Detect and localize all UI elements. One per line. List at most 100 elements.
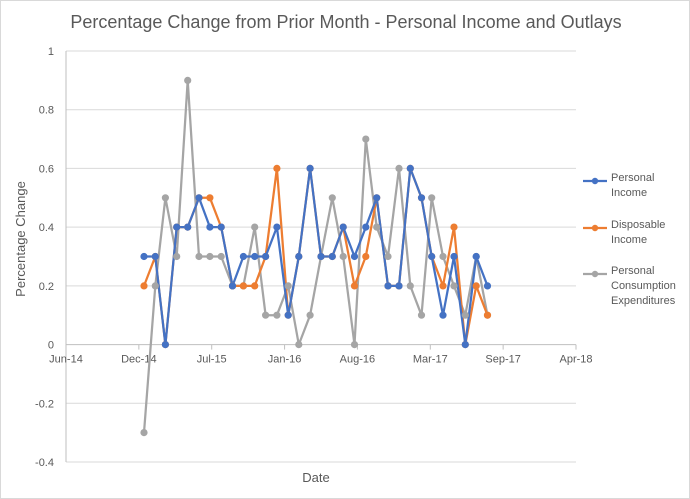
data-point (439, 252, 447, 261)
data-point (273, 311, 281, 319)
data-point (384, 252, 392, 261)
data-point (395, 164, 403, 172)
x-tick-label: Jun-14 (49, 354, 83, 366)
data-point (239, 282, 247, 290)
data-point (450, 223, 458, 231)
data-point (295, 340, 303, 349)
data-point (173, 252, 181, 261)
data-point (461, 340, 469, 349)
y-tick-label: -0.2 (35, 398, 54, 410)
data-point (384, 282, 392, 290)
data-point (140, 428, 148, 437)
data-point (328, 252, 336, 261)
data-point (362, 135, 370, 143)
data-point (251, 252, 259, 261)
data-point (161, 340, 169, 349)
data-point (295, 252, 303, 261)
legend-item: Personal Consumption Expenditures (583, 265, 676, 307)
data-point (417, 194, 426, 202)
x-tick-label: Mar-17 (413, 354, 448, 366)
data-point (261, 252, 270, 261)
data-point (151, 282, 159, 290)
data-point (428, 252, 436, 261)
legend: Personal Income Disposable Income Personal Co… (583, 172, 676, 307)
data-point (228, 282, 237, 290)
data-point (461, 311, 469, 319)
data-point (406, 282, 414, 290)
data-point (362, 252, 370, 261)
series-markers (140, 76, 492, 437)
data-point (151, 252, 159, 261)
data-point (195, 194, 203, 202)
data-point (373, 223, 381, 231)
x-axis-tick-labels: Jun-14 Dec-14 Jul-15 Jan-16 Aug-16 Mar-17 Sep-… (49, 354, 592, 366)
data-point (161, 194, 169, 202)
legend-label: Income (611, 187, 647, 199)
legend-label: Personal (611, 265, 654, 277)
x-tick-label: Dec-14 (121, 354, 156, 366)
x-axis-title: Date (302, 470, 329, 485)
y-axis-title: Percentage Change (13, 181, 28, 297)
data-point (472, 282, 480, 290)
y-tick-label: 1 (48, 46, 54, 58)
legend-item: Disposable Income (583, 219, 665, 246)
data-point (251, 223, 259, 231)
data-point (251, 282, 259, 290)
y-tick-label: 0.8 (39, 105, 54, 117)
x-tick-label: Sep-17 (485, 354, 520, 366)
data-point (373, 194, 381, 202)
data-point (450, 252, 458, 261)
y-tick-label: 0.4 (39, 222, 54, 234)
series-line (144, 167, 489, 346)
x-tick-label: Jan-16 (268, 354, 302, 366)
y-tick-label: 0.2 (39, 281, 54, 293)
y-axis-tick-labels: 1 0.8 0.6 0.4 0.2 0 -0.2 -0.4 (35, 46, 54, 469)
data-point (173, 223, 181, 231)
y-tick-label: 0.6 (39, 163, 54, 175)
data-point (206, 223, 214, 231)
data-point (217, 252, 225, 261)
data-point (350, 252, 359, 261)
data-point (450, 282, 458, 290)
data-point (362, 223, 370, 231)
legend-marker (591, 177, 599, 185)
legend-label: Personal (611, 172, 654, 184)
y-tick-label: -0.4 (35, 457, 54, 469)
legend-label: Expenditures (611, 295, 676, 307)
legend-label: Income (611, 234, 647, 246)
data-point (184, 223, 192, 231)
legend-label: Disposable (611, 219, 665, 231)
data-point (339, 223, 347, 231)
data-point (328, 194, 336, 202)
data-point (239, 252, 247, 261)
data-point (350, 340, 359, 349)
data-point (284, 282, 292, 290)
data-point (406, 164, 414, 172)
data-point (184, 76, 192, 85)
x-tick-label: Aug-16 (340, 354, 375, 366)
chart-title: Percentage Change from Prior Month - Per… (70, 12, 621, 32)
data-point (339, 252, 347, 261)
data-point (306, 164, 314, 172)
data-point (439, 311, 447, 319)
data-point (428, 194, 436, 202)
data-point (195, 252, 203, 261)
data-point (140, 252, 148, 261)
legend-marker (591, 224, 599, 232)
data-point (483, 282, 492, 290)
data-point (317, 252, 325, 261)
data-point (284, 311, 292, 319)
x-tick-label: Apr-18 (559, 354, 592, 366)
data-point (217, 223, 225, 231)
data-point (206, 252, 214, 261)
data-point (350, 282, 359, 290)
gridlines (66, 50, 576, 463)
data-point (306, 311, 314, 319)
data-point (483, 311, 492, 319)
data-point (206, 194, 214, 202)
y-tick-label: 0 (48, 340, 54, 352)
data-point (273, 164, 281, 172)
data-point (140, 282, 148, 290)
